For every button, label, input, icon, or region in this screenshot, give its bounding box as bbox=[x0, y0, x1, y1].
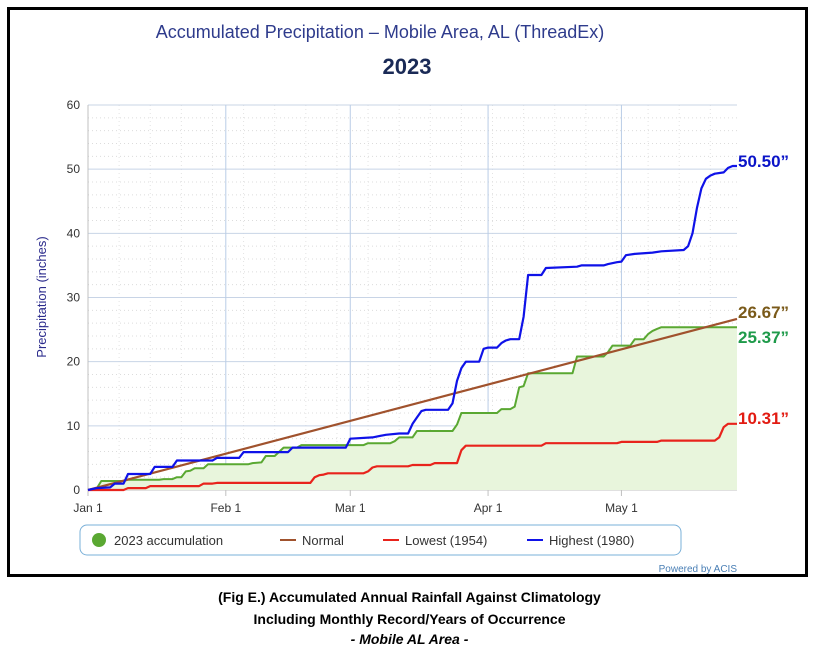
y-tick-label: 0 bbox=[73, 483, 80, 497]
series-line-3 bbox=[87, 164, 737, 492]
legend-box bbox=[79, 524, 682, 556]
legend-label-3: Highest (1980) bbox=[549, 533, 634, 548]
legend-marker-0 bbox=[92, 533, 106, 547]
end-value-label-1: 26.67” bbox=[738, 303, 789, 322]
y-axis-label: Precipitation (inches) bbox=[34, 236, 49, 357]
precipitation-chart: 0 10 20 30 40 50 60 Jan 1 Feb 1 Mar 1 Apr 1 May 1 Ac… bbox=[34, 22, 789, 575]
x-tick-label: Apr 1 bbox=[474, 501, 503, 515]
end-value-label-3: 50.50” bbox=[738, 152, 789, 171]
y-tick-label: 40 bbox=[67, 226, 81, 240]
legend-label-0: 2023 accumulation bbox=[114, 533, 223, 548]
caption-line-1: (Fig E.) Accumulated Annual Rainfall Aga… bbox=[218, 589, 601, 605]
y-tick-label: 50 bbox=[67, 162, 81, 176]
chart-title: Accumulated Precipitation – Mobile Area,… bbox=[156, 22, 605, 42]
y-tick-label: 60 bbox=[67, 98, 81, 112]
y-tick-label: 30 bbox=[67, 291, 81, 305]
end-value-label-2: 10.31” bbox=[738, 409, 789, 428]
caption-line-2: Including Monthly Record/Years of Occurr… bbox=[253, 611, 566, 627]
series-line-0 bbox=[87, 326, 737, 491]
x-tick-label: Mar 1 bbox=[335, 501, 366, 515]
legend-label-1: Normal bbox=[302, 533, 344, 548]
series-line-2 bbox=[88, 422, 737, 492]
y-tick-label: 20 bbox=[67, 355, 81, 369]
legend-label-2: Lowest (1954) bbox=[405, 533, 487, 548]
y-tick-label: 10 bbox=[67, 419, 81, 433]
credit-text: Powered by ACIS bbox=[659, 564, 738, 575]
x-tick-label: Feb 1 bbox=[210, 501, 241, 515]
chart-subtitle: 2023 bbox=[383, 54, 432, 79]
end-value-label-0: 25.37” bbox=[738, 328, 789, 347]
x-tick-label: May 1 bbox=[605, 501, 638, 515]
x-tick-label: Jan 1 bbox=[73, 501, 103, 515]
caption-line-3: - Mobile AL Area - bbox=[350, 631, 469, 647]
